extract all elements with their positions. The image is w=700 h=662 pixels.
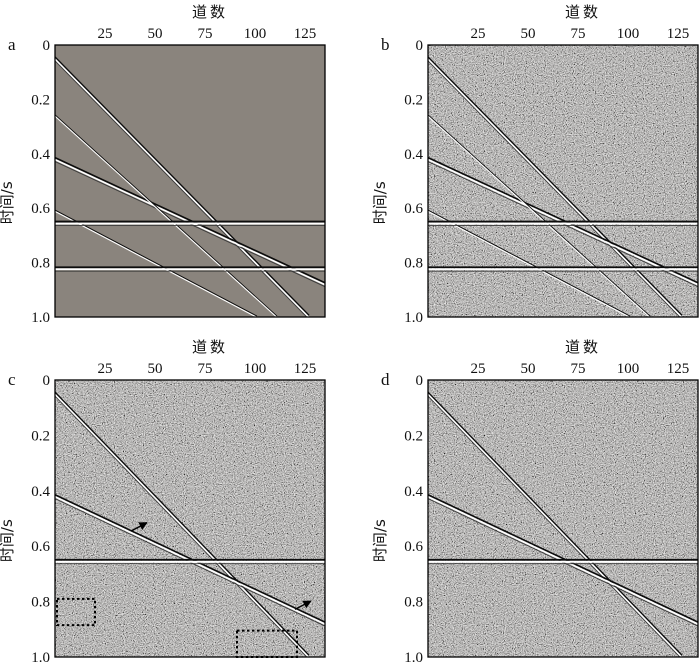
x-tick-label: 100 <box>617 361 640 377</box>
dipping-event-2 <box>428 114 651 317</box>
y-tick-label: 0.6 <box>404 539 423 555</box>
panel-letter: a <box>8 35 16 54</box>
y-axis-title: 时间/s <box>371 181 389 224</box>
dipping-event-0 <box>55 56 310 317</box>
y-tick-label: 1.0 <box>404 650 423 662</box>
x-tick-label: 125 <box>294 361 317 377</box>
axes-frame <box>54 379 326 658</box>
y-tick-label: 0.6 <box>31 201 50 217</box>
y-tick-label: 0.4 <box>404 484 423 500</box>
dipping-event-0 <box>428 391 683 657</box>
y-tick-label: 0.4 <box>31 484 50 500</box>
annotation-box <box>236 629 298 658</box>
dipping-event-3 <box>428 209 631 317</box>
y-tick-label: 0.2 <box>404 92 423 108</box>
flat-event-2 <box>55 558 325 565</box>
annotation-box <box>56 597 96 627</box>
flat-event-4 <box>55 220 325 226</box>
y-tick-label: 0 <box>43 373 51 389</box>
random-noise <box>55 380 325 657</box>
x-tick-label: 100 <box>244 26 267 42</box>
x-tick-label: 50 <box>521 361 536 377</box>
dipping-event-0 <box>428 56 683 317</box>
panel-letter: b <box>381 35 390 54</box>
x-tick-label: 75 <box>198 361 213 377</box>
x-axis-title: 道数 <box>565 3 601 21</box>
x-tick-label: 50 <box>148 361 163 377</box>
y-tick-label: 0.2 <box>31 428 50 444</box>
random-noise <box>428 45 698 317</box>
x-tick-label: 50 <box>521 26 536 42</box>
annotation-arrow <box>130 522 148 532</box>
x-tick-label: 75 <box>198 26 213 42</box>
axes-frame <box>54 44 326 318</box>
x-tick-label: 125 <box>294 26 317 42</box>
panel-letter: d <box>381 370 390 389</box>
x-tick-label: 100 <box>244 361 267 377</box>
dipping-event-0 <box>55 391 310 657</box>
x-axis-title: 道数 <box>565 338 601 356</box>
x-tick-label: 25 <box>98 361 113 377</box>
x-tick-label: 100 <box>617 26 640 42</box>
y-tick-label: 0.8 <box>404 256 423 272</box>
x-tick-label: 125 <box>667 26 690 42</box>
panel-background <box>55 45 325 317</box>
y-tick-label: 0.4 <box>31 147 50 163</box>
random-noise <box>428 380 698 657</box>
x-tick-label: 25 <box>471 361 486 377</box>
y-tick-label: 1.0 <box>404 310 423 326</box>
flat-event-4 <box>428 220 698 226</box>
x-tick-label: 25 <box>471 26 486 42</box>
y-tick-label: 1.0 <box>31 310 50 326</box>
dipping-event-3 <box>55 209 258 317</box>
x-tick-label: 50 <box>148 26 163 42</box>
dipping-event-2 <box>55 114 278 317</box>
flat-event-5 <box>428 266 698 272</box>
y-axis-title: 时间/s <box>371 519 389 562</box>
y-tick-label: 0.2 <box>404 428 423 444</box>
y-tick-label: 0 <box>416 373 424 389</box>
axes-frame <box>427 44 699 318</box>
x-tick-label: 25 <box>98 26 113 42</box>
panel-letter: c <box>8 370 16 389</box>
x-axis-title: 道数 <box>192 338 228 356</box>
y-tick-label: 0.4 <box>404 147 423 163</box>
y-tick-label: 0.6 <box>31 539 50 555</box>
axes-frame <box>427 379 699 658</box>
y-tick-label: 0.8 <box>31 595 50 611</box>
x-tick-label: 125 <box>667 361 690 377</box>
y-axis-title: 时间/s <box>0 181 16 224</box>
x-tick-label: 75 <box>571 361 586 377</box>
flat-event-2 <box>428 558 698 565</box>
y-axis-title: 时间/s <box>0 519 16 562</box>
x-axis-title: 道数 <box>192 3 228 21</box>
annotation-arrow <box>294 600 312 610</box>
y-tick-label: 0 <box>43 38 51 54</box>
x-tick-label: 75 <box>571 26 586 42</box>
y-tick-label: 0.8 <box>31 256 50 272</box>
y-tick-label: 0.2 <box>31 92 50 108</box>
y-tick-label: 0 <box>416 38 424 54</box>
y-tick-label: 1.0 <box>31 650 50 662</box>
y-tick-label: 0.8 <box>404 595 423 611</box>
flat-event-5 <box>55 266 325 272</box>
y-tick-label: 0.6 <box>404 201 423 217</box>
